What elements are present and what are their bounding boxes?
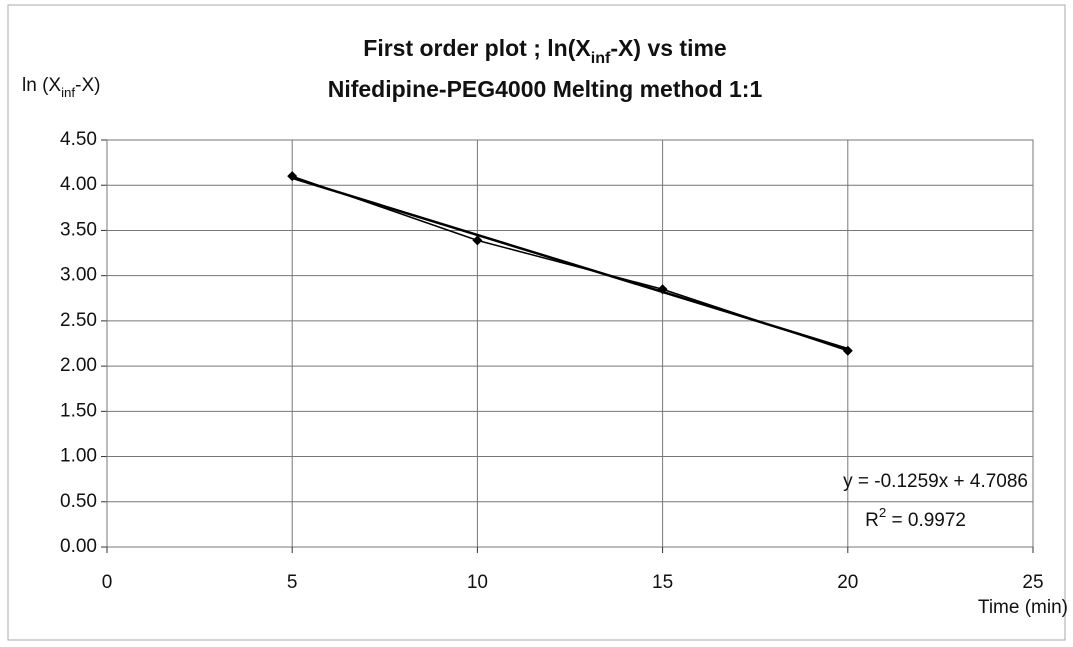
y-tick-label: 1.50 <box>60 400 97 421</box>
r-squared-label-part: = 0.9972 <box>886 510 966 531</box>
r-squared-label-part: 2 <box>879 505 886 520</box>
marker <box>472 235 483 246</box>
y-tick-label: 3.00 <box>60 265 97 286</box>
plot-area <box>106 139 1034 548</box>
y-tick-label: 4.00 <box>60 174 97 195</box>
equation-label-part: y = -0.1259x + 4.7086 <box>843 471 1028 492</box>
trend-line <box>291 176 849 351</box>
y-tick-label: 0.50 <box>60 491 97 512</box>
y-tick-label: 4.50 <box>60 129 97 150</box>
chart-subtitle: Nifedipine-PEG4000 Melting method 1:1 <box>328 76 763 102</box>
y-axis-label: ln (Xinf-X) <box>22 75 100 100</box>
y-tick-label: 2.50 <box>60 310 97 331</box>
x-tick-label: 20 <box>837 572 858 593</box>
r-squared-label: R2 = 0.9972 <box>865 505 966 531</box>
y-tick-label: 3.50 <box>60 219 97 240</box>
x-tick-label: 15 <box>652 572 673 593</box>
x-tick-label: 5 <box>287 572 298 593</box>
y-tick-label: 0.00 <box>60 536 97 557</box>
x-tick-label: 25 <box>1022 572 1043 593</box>
chart-title-part: -X) vs time <box>610 35 726 61</box>
y-axis-label-part: ln (X <box>22 75 61 96</box>
y-tick-label: 1.00 <box>60 446 97 467</box>
y-tick-label: 2.00 <box>60 355 97 376</box>
y-axis-label-part: inf <box>61 85 75 100</box>
chart-title: First order plot ; ln(Xinf-X) vs time <box>363 35 726 67</box>
chart-title-part: First order plot ; ln(X <box>363 35 591 61</box>
x-tick-label: 0 <box>102 572 113 593</box>
equation-label: y = -0.1259x + 4.7086 <box>843 471 1028 492</box>
x-tick-label: 10 <box>467 572 488 593</box>
x-axis-label: Time (min) <box>978 597 1068 618</box>
chart-title-part: inf <box>591 49 611 67</box>
y-axis-label-part: -X) <box>75 75 100 96</box>
r-squared-label-part: R <box>865 510 879 531</box>
